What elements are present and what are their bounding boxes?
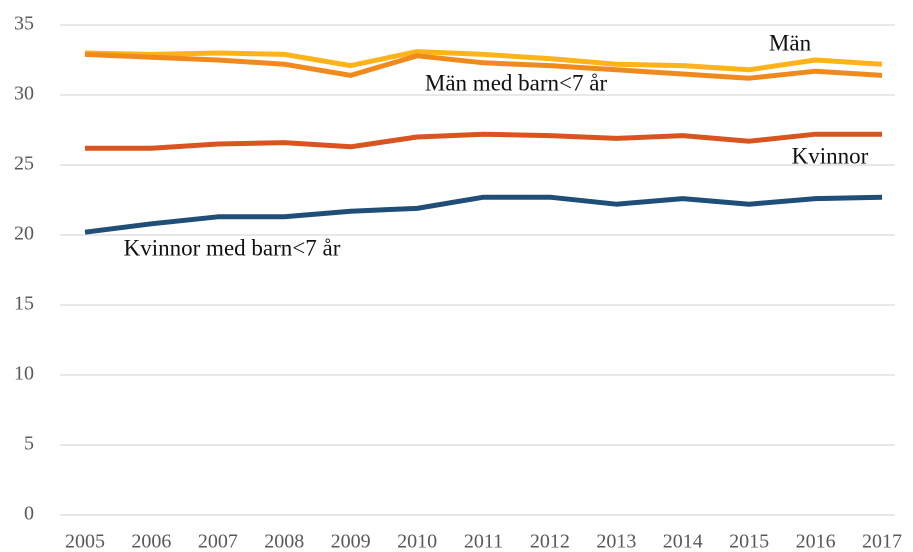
series-label: Män [769, 30, 812, 55]
y-tick-label: 25 [14, 153, 34, 175]
x-tick-label: 2009 [331, 531, 371, 552]
y-tick-label: 15 [14, 293, 34, 315]
x-tick-label: 2006 [131, 531, 171, 552]
y-tick-label: 35 [14, 13, 34, 35]
x-tick-label: 2016 [796, 531, 836, 552]
x-tick-label: 2015 [729, 531, 769, 552]
x-tick-label: 2013 [596, 531, 636, 552]
y-tick-label: 5 [24, 433, 34, 455]
series-label: Kvinnor med barn<7 år [124, 235, 341, 260]
x-tick-label: 2010 [397, 531, 437, 552]
series-line [84, 51, 883, 81]
x-tick-label: 2014 [663, 531, 703, 552]
x-tick-label: 2017 [862, 531, 902, 552]
series-line [84, 194, 883, 235]
series-label: Män med barn<7 år [425, 70, 608, 95]
y-tick-label: 0 [24, 503, 34, 525]
x-tick-label: 2011 [464, 531, 503, 552]
x-tick-label: 2008 [264, 531, 304, 552]
x-tick-label: 2005 [65, 531, 105, 552]
y-tick-label: 10 [14, 363, 34, 385]
series-line [85, 131, 882, 151]
x-tick-label: 2012 [530, 531, 570, 552]
y-tick-label: 30 [14, 83, 34, 105]
series-label: Kvinnor [792, 143, 869, 168]
x-tick-label: 2007 [198, 531, 238, 552]
y-tick-label: 20 [14, 223, 34, 245]
series-line [84, 49, 883, 73]
